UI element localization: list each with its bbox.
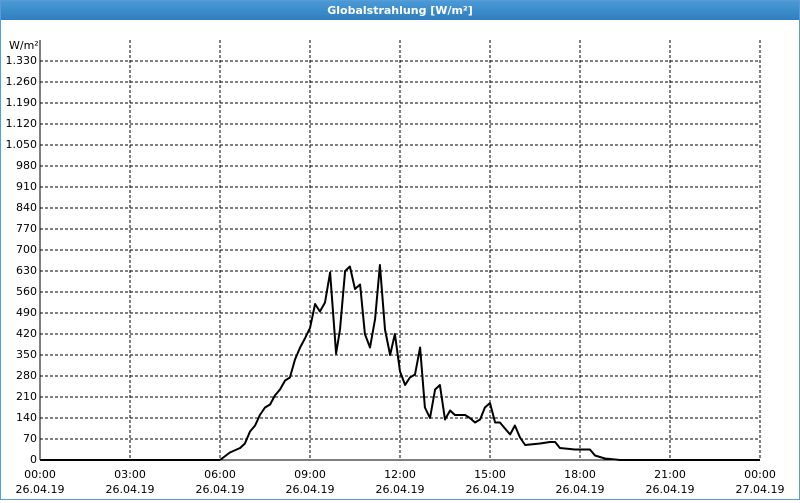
x-tick-date: 27.04.19 [736, 483, 785, 496]
y-tick-label: 420 [16, 327, 37, 340]
x-tick-label: 18:00 [564, 468, 596, 481]
x-tick-date: 26.04.19 [106, 483, 155, 496]
x-tick-label: 03:00 [114, 468, 146, 481]
chart: W/m² 0 70 140 210 280 350 420 490 560 630 700 770 84… [6, 39, 785, 496]
y-tick-label: 490 [16, 306, 37, 319]
y-tick-label: 770 [16, 222, 37, 235]
x-tick-label: 00:00 [744, 468, 776, 481]
x-tick-date: 26.04.19 [556, 483, 605, 496]
title-bar: Globalstrahlung [W/m²] [1, 1, 799, 20]
x-tick-date: 26.04.19 [376, 483, 425, 496]
x-tick-date: 26.04.19 [286, 483, 335, 496]
y-tick-label: 210 [16, 390, 37, 403]
y-tick-label: 280 [16, 369, 37, 382]
x-tick-date: 26.04.19 [646, 483, 695, 496]
x-tick-label: 21:00 [654, 468, 686, 481]
x-tick-date: 26.04.19 [466, 483, 515, 496]
x-tick-date: 26.04.19 [16, 483, 65, 496]
y-tick-label: 140 [16, 411, 37, 424]
y-tick-label: 560 [16, 285, 37, 298]
x-tick-date: 26.04.19 [196, 483, 245, 496]
x-tick-label: 06:00 [204, 468, 236, 481]
y-tick-label: 350 [16, 348, 37, 361]
y-tick-label: 910 [16, 180, 37, 193]
y-tick-label: 70 [23, 432, 37, 445]
y-axis-label: W/m² [9, 39, 39, 52]
y-tick-label: 980 [16, 159, 37, 172]
line-series [40, 264, 760, 461]
y-tick-label: 700 [16, 243, 37, 256]
x-tick-label: 00:00 [24, 468, 56, 481]
y-tick-label: 1.120 [6, 117, 38, 130]
x-tick-label: 09:00 [294, 468, 326, 481]
y-tick-label: 1.050 [6, 138, 38, 151]
y-tick-label: 1.190 [6, 96, 38, 109]
y-tick-label: 1.330 [6, 54, 38, 67]
x-tick-label: 15:00 [474, 468, 506, 481]
y-tick-label: 1.260 [6, 75, 38, 88]
x-tick-label: 12:00 [384, 468, 416, 481]
y-tick-label: 630 [16, 264, 37, 277]
y-tick-label: 0 [30, 453, 37, 466]
y-tick-label: 840 [16, 201, 37, 214]
